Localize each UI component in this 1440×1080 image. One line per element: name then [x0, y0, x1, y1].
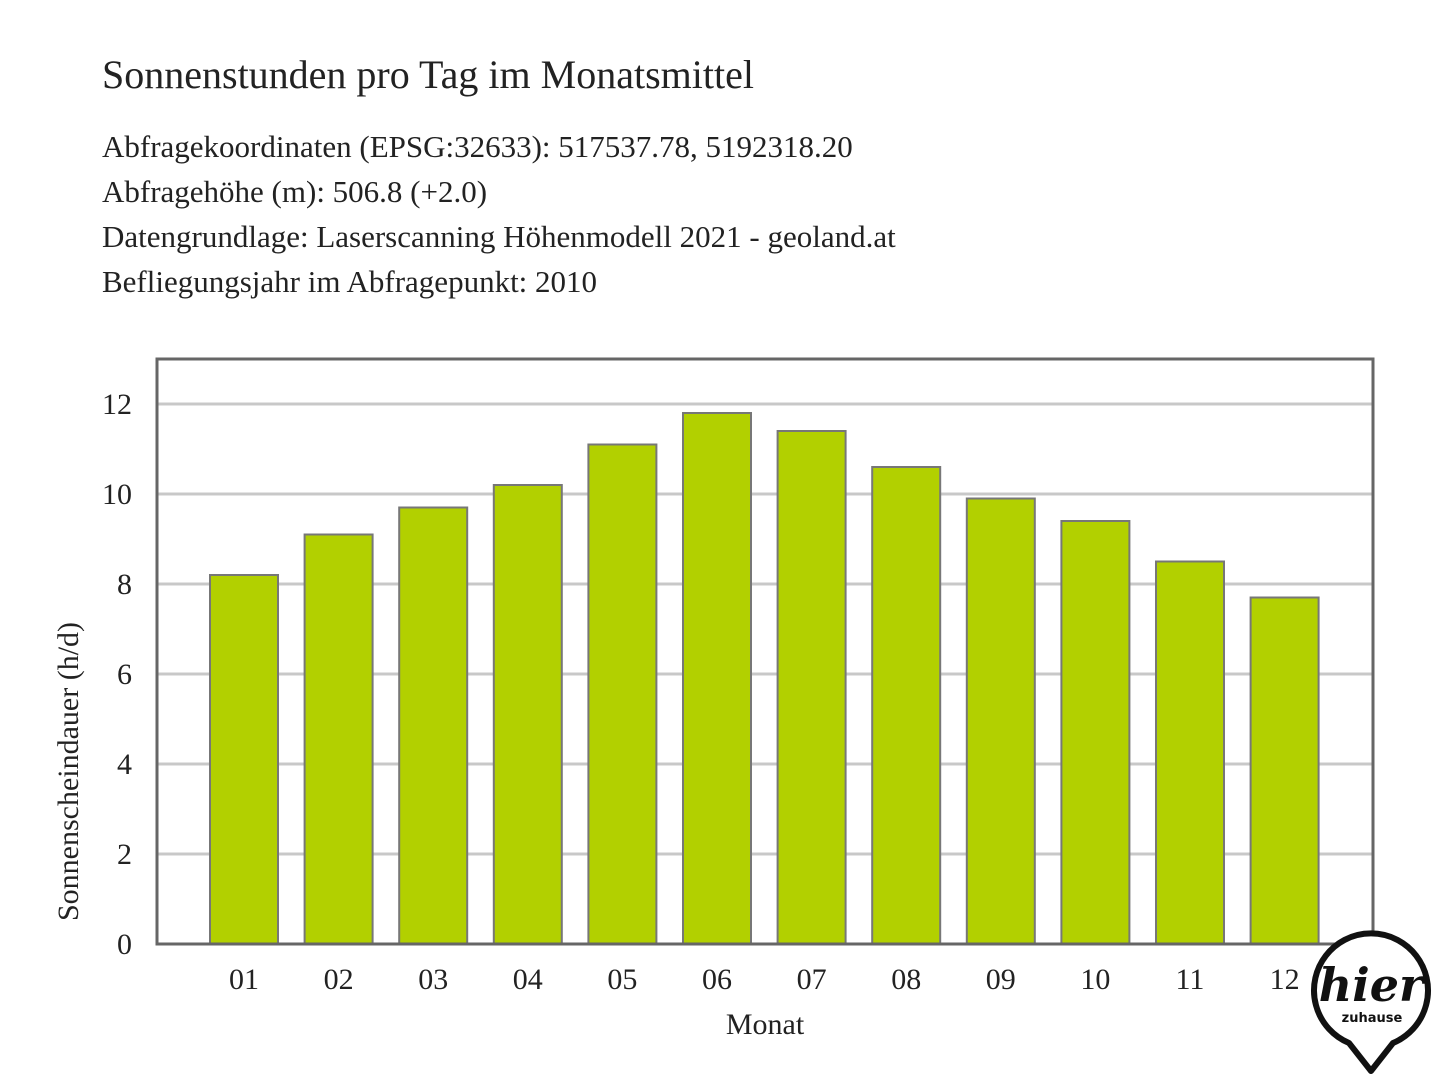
x-tick-label: 11 [1176, 963, 1205, 996]
bar-07 [776, 430, 847, 945]
y-tick-label: 8 [117, 568, 132, 601]
y-tick-labels: 0 2 4 6 8 10 12 [102, 388, 132, 961]
x-axis-title: Monat [726, 1008, 805, 1041]
x-tick-label: 04 [513, 963, 543, 996]
hier-zuhause-logo: hier zuhause [1311, 930, 1431, 1074]
logo-tagline: zuhause [1342, 1011, 1403, 1026]
query-coordinates: Abfragekoordinaten (EPSG:32633): 517537.… [102, 129, 853, 164]
x-tick-label: 01 [229, 963, 259, 996]
bar-02 [303, 533, 374, 945]
query-info: Abfragekoordinaten (EPSG:32633): 517537.… [102, 124, 896, 304]
bar-05 [587, 443, 658, 945]
chart-title: Sonnenstunden pro Tag im Monatsmittel [102, 52, 754, 97]
y-axis-title: Sonnenscheindauer (h/d) [52, 622, 85, 921]
bar-12 [1249, 596, 1320, 945]
query-elevation: Abfragehöhe (m): 506.8 (+2.0) [102, 174, 488, 209]
bar-01 [209, 574, 279, 945]
x-tick-label: 05 [607, 963, 637, 996]
y-tick-label: 2 [117, 838, 132, 871]
y-tick-label: 4 [117, 748, 132, 781]
bar-08 [871, 466, 942, 945]
bars [209, 412, 1320, 945]
x-tick-label: 03 [418, 963, 448, 996]
y-tick-label: 0 [117, 928, 132, 961]
bar-11 [1155, 560, 1225, 945]
location-pin-icon [1311, 930, 1431, 1074]
bar-03 [398, 506, 469, 945]
bar-04 [492, 484, 563, 945]
flight-year: Befliegungsjahr im Abfragepunkt: 2010 [102, 264, 598, 299]
y-tick-label: 12 [102, 388, 132, 421]
x-tick-label: 09 [986, 963, 1016, 996]
bar-09 [965, 497, 1036, 945]
x-tick-label: 06 [702, 963, 732, 996]
x-tick-labels: 01 02 03 04 05 06 07 08 09 10 11 12 [229, 963, 1300, 996]
logo-wordmark: hier [1319, 958, 1427, 1012]
bar-10 [1060, 520, 1131, 945]
x-tick-label: 12 [1270, 963, 1300, 996]
x-tick-label: 07 [797, 963, 827, 996]
plot-frame [155, 357, 1375, 946]
x-tick-label: 10 [1080, 963, 1110, 996]
bar-06 [682, 412, 752, 945]
data-source: Datengrundlage: Laserscanning Höhenmodel… [102, 219, 896, 254]
x-tick-label: 08 [891, 963, 921, 996]
x-tick-label: 02 [324, 963, 354, 996]
y-tick-label: 6 [117, 658, 132, 691]
y-tick-label: 10 [102, 478, 132, 511]
